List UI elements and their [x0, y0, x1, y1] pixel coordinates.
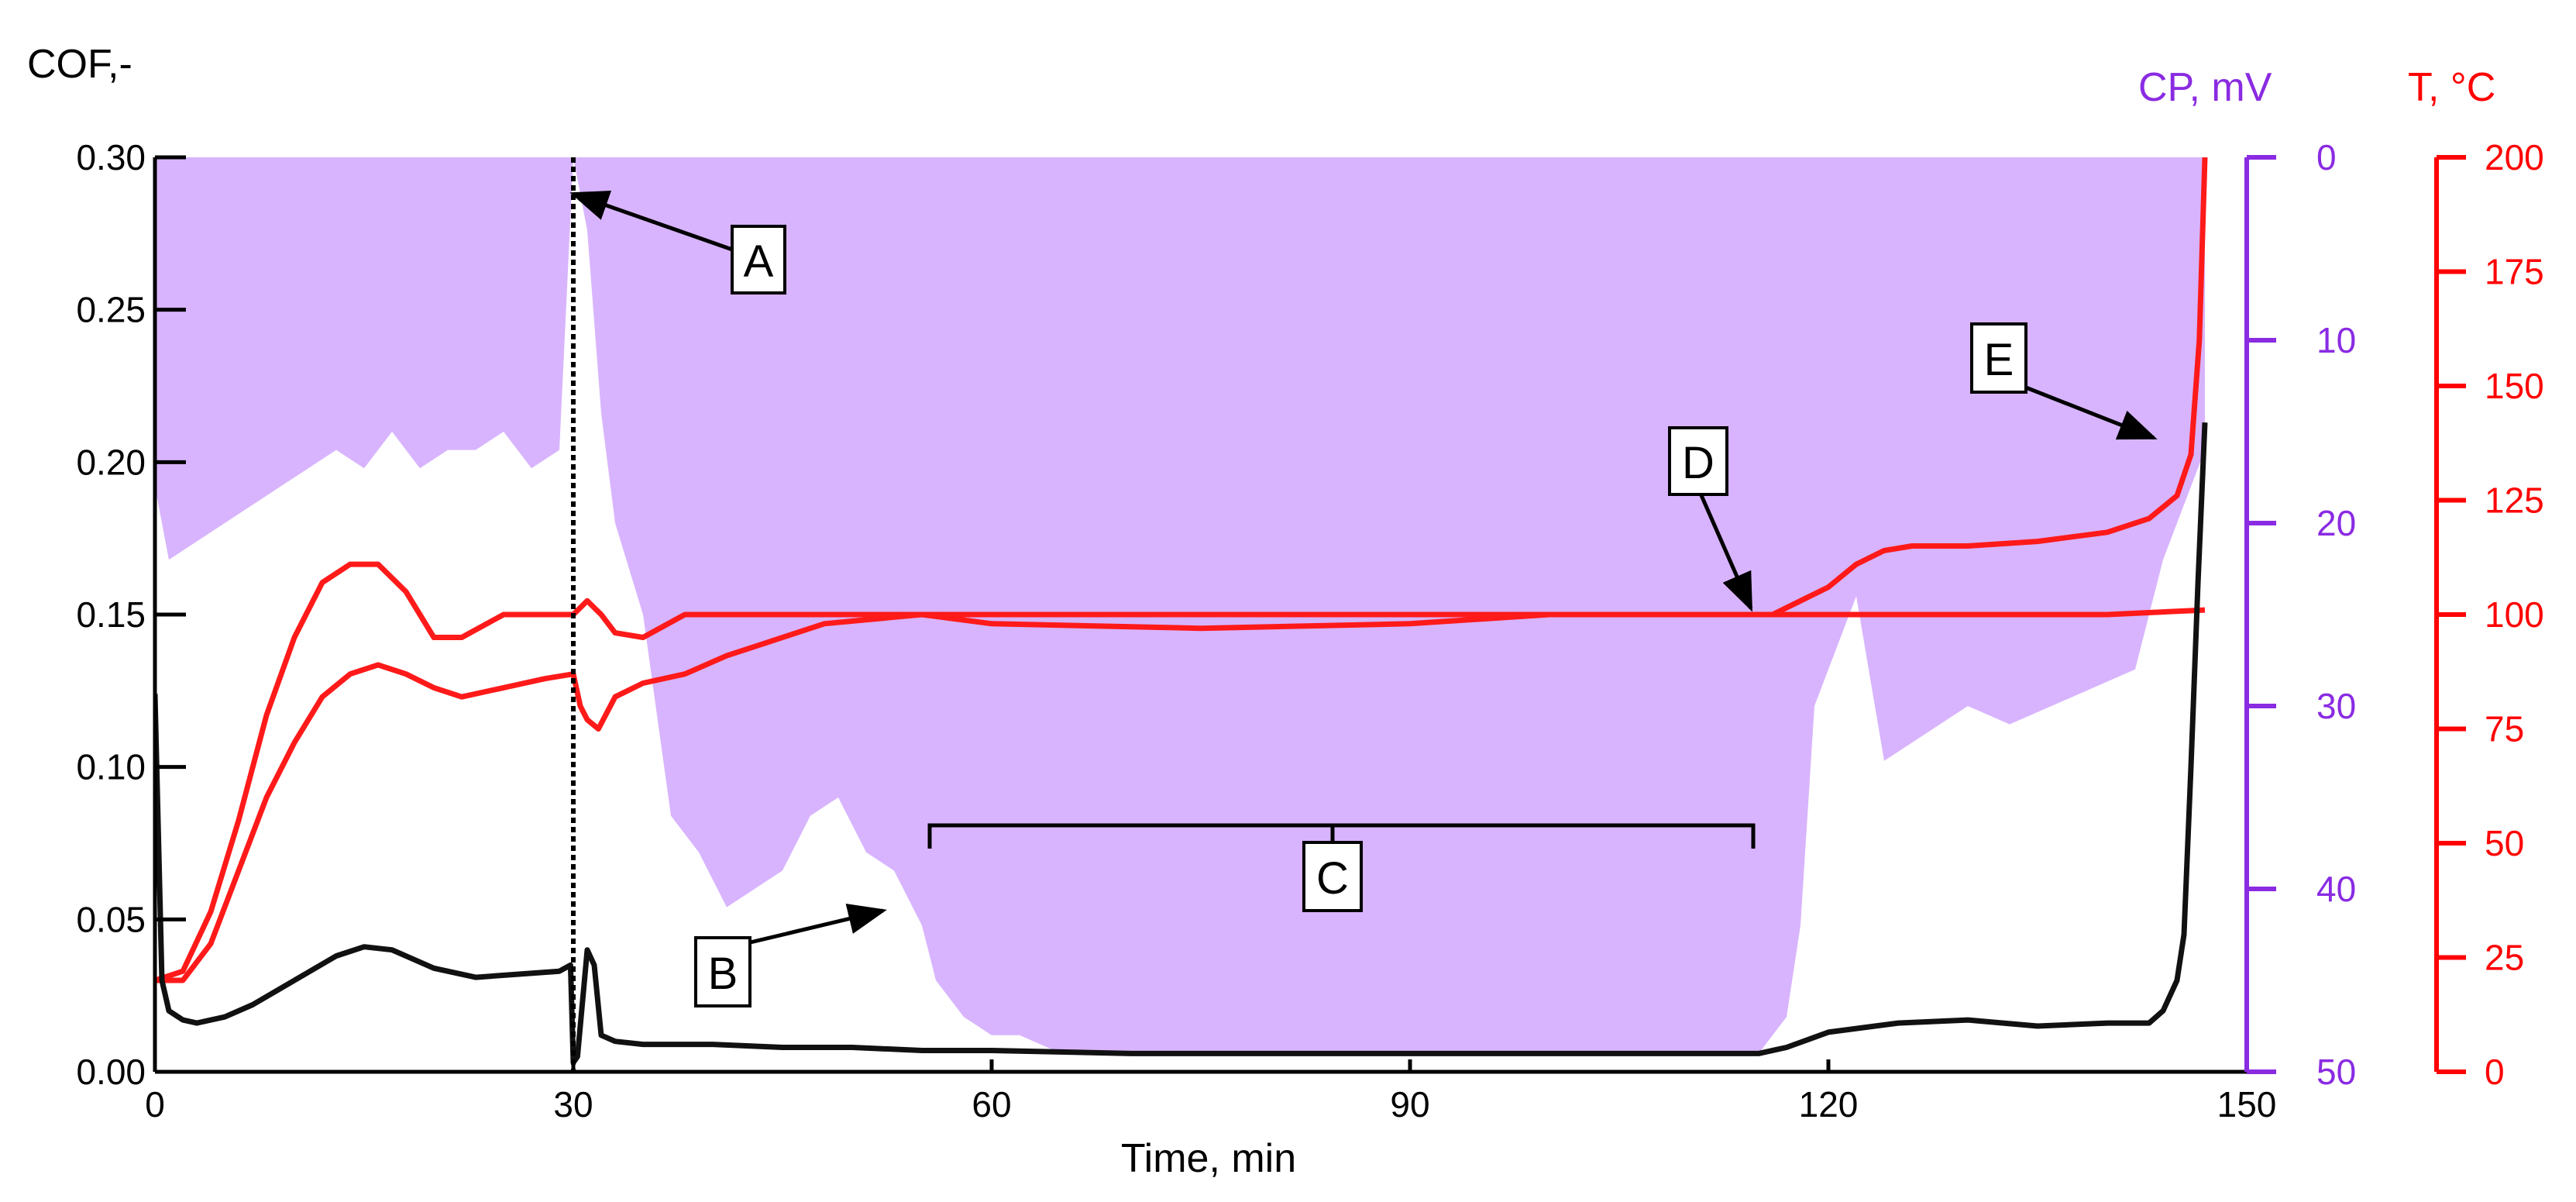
annotation-c-box — [1302, 841, 1363, 912]
annotation-b-label: B — [708, 949, 738, 999]
annotation-b-arrow — [743, 904, 887, 946]
annotation-e-label: E — [1984, 335, 2014, 385]
y-temperature-tick-label: 50 — [2485, 823, 2524, 863]
y-cof-tick-label: 0.05 — [76, 899, 146, 939]
annotation-a-box — [731, 225, 786, 294]
x-tick-label: 150 — [2217, 1084, 2277, 1125]
line-series-1 — [155, 561, 2206, 983]
y-cp-tick-label: 40 — [2316, 869, 2356, 909]
line-series-2 — [155, 157, 2208, 983]
y-cof-tick-label: 0.15 — [76, 594, 146, 635]
y-temperature-tick-label: 150 — [2485, 366, 2544, 406]
annotations-layer: A B C D E — [569, 191, 2158, 1007]
annotation-a-arrow — [569, 191, 733, 252]
y-cof-tick-label: 0.10 — [76, 747, 146, 787]
cp-series-layer — [155, 157, 2205, 1054]
y-cp-tick-label: 30 — [2316, 686, 2356, 726]
annotation-c-bracket — [927, 823, 1756, 849]
plot-area — [155, 157, 2208, 1072]
annotation-d-label: D — [1682, 438, 1714, 488]
y-temperature-tick-label: 175 — [2485, 252, 2544, 292]
annotation-c-label: C — [1316, 853, 1349, 904]
y-axis-cp-title: CP, mV — [2138, 65, 2272, 110]
y-cof-tick-label: 0.25 — [76, 290, 146, 330]
annotation-e-arrow — [2025, 385, 2158, 440]
y-cof-tick-label: 0.20 — [76, 442, 146, 482]
y-cp-tick-label: 10 — [2316, 320, 2356, 360]
y-axis-temperature: 0 25 50 75 100 125 150 175 200 — [2434, 137, 2544, 1092]
x-axis-title: Time, min — [1121, 1136, 1296, 1181]
x-tick-label: 30 — [553, 1084, 593, 1125]
y-axis-cof: 0.00 0.05 0.10 0.15 0.20 0.25 0.30 — [76, 137, 186, 1092]
annotation-d-box — [1668, 426, 1728, 496]
annotation-b-box — [694, 936, 751, 1007]
y-temperature-tick-label: 0 — [2485, 1052, 2505, 1092]
annotation-a-label: A — [744, 236, 774, 287]
y-temperature-tick-label: 100 — [2485, 594, 2544, 635]
annotation-e-box — [1970, 322, 2027, 394]
y-cof-tick-label: 0.00 — [76, 1052, 146, 1092]
y-axis-cp: 0 10 20 30 40 50 — [2244, 137, 2356, 1092]
y-temperature-tick-label: 75 — [2485, 709, 2524, 749]
y-cof-tick-label: 0.30 — [76, 137, 146, 177]
y-cp-tick-label: 50 — [2316, 1052, 2356, 1092]
y-cp-tick-label: 0 — [2316, 137, 2337, 177]
y-temperature-tick-label: 125 — [2485, 480, 2544, 521]
line-series-3 — [155, 422, 2208, 1066]
y-temperature-tick-label: 200 — [2485, 137, 2544, 177]
x-tick-label: 60 — [972, 1084, 1011, 1125]
y-axis-temperature-title: T, °C — [2408, 65, 2495, 110]
y-axis-cof-title: COF,- — [27, 42, 132, 87]
y-cp-tick-label: 20 — [2316, 503, 2356, 543]
line-series-layer — [155, 157, 2208, 1066]
x-tick-label: 0 — [145, 1084, 165, 1125]
x-tick-label: 120 — [1799, 1084, 1859, 1125]
x-axis-time: 0 30 60 90 120 150 — [145, 1059, 2276, 1125]
cp-area-series-0 — [155, 157, 2205, 1054]
y-temperature-tick-label: 25 — [2485, 938, 2524, 978]
annotation-d-arrow — [1696, 487, 1753, 612]
x-tick-label: 90 — [1390, 1084, 1429, 1125]
